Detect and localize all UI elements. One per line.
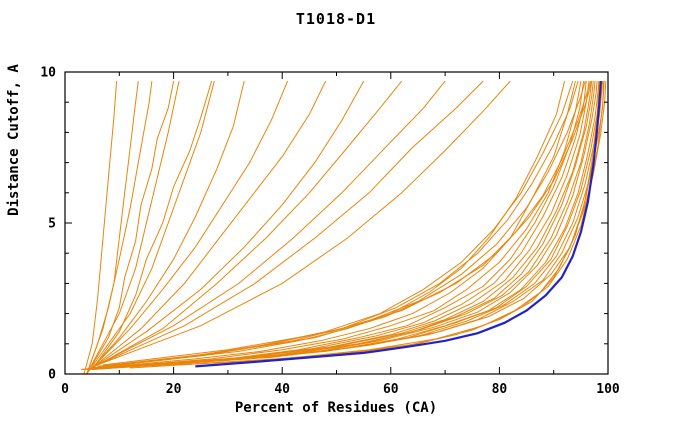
model-curve [113, 81, 607, 367]
model-curve [91, 80, 289, 369]
model-curve [92, 81, 590, 370]
model-curve [86, 80, 180, 374]
model-curve [173, 81, 605, 366]
y-tick-label: 5 [48, 217, 56, 232]
model-curve [81, 80, 566, 370]
curves-group [81, 80, 607, 374]
model-curve [86, 81, 582, 370]
model-curve [91, 80, 403, 369]
model-curve [97, 80, 511, 366]
model-curve [86, 80, 215, 374]
model-curve [83, 81, 118, 374]
model-curve [91, 80, 245, 369]
model-curve [97, 80, 592, 367]
reference-curve [195, 81, 602, 368]
model-curve [97, 80, 484, 366]
y-tick-label: 0 [48, 368, 56, 383]
model-curve [86, 81, 139, 374]
x-tick-label: 100 [596, 382, 620, 397]
x-tick-label: 40 [274, 382, 290, 397]
model-curve [91, 80, 327, 369]
model-curve [91, 80, 365, 369]
model-curve [86, 81, 153, 374]
x-tick-label: 80 [492, 382, 508, 397]
y-tick-label: 10 [40, 66, 56, 81]
x-tick-label: 60 [383, 382, 399, 397]
model-curve [81, 80, 576, 370]
y-axis-label: Distance Cutoff, A [6, 64, 22, 216]
model-curve [92, 80, 579, 369]
model-curve [97, 80, 586, 367]
model-curve [97, 80, 446, 366]
chart-title: T1018-D1 [296, 10, 376, 28]
x-axis-label: Percent of Residues (CA) [235, 400, 437, 416]
plot-area: 0 20 40 60 80 100 0 5 10 [40, 66, 620, 398]
model-curve [97, 81, 596, 369]
model-curve [97, 80, 213, 363]
x-tick-label: 20 [166, 382, 182, 397]
x-tick-label: 0 [61, 382, 69, 397]
